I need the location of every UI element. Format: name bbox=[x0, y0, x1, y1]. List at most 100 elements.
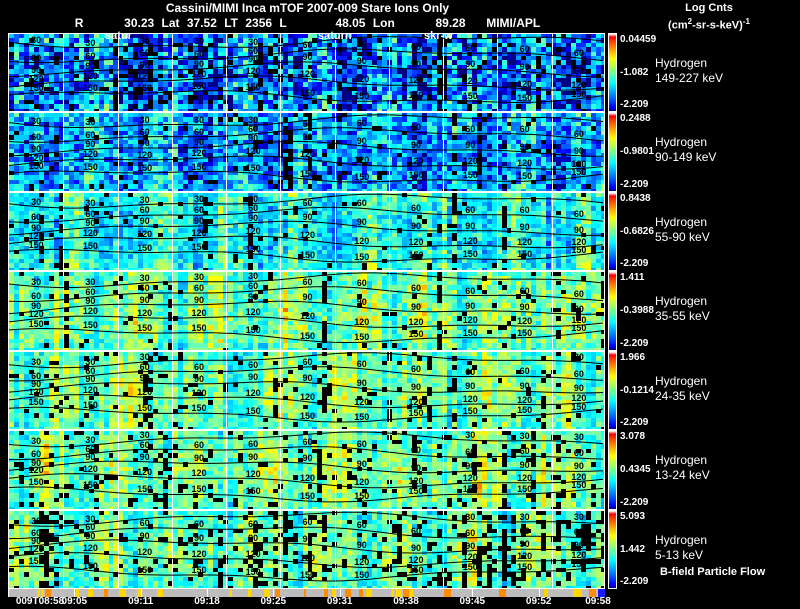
sweep-separator bbox=[443, 431, 444, 509]
pitch-angle-label-90: 90 bbox=[411, 59, 421, 69]
colorbar-gradient bbox=[609, 272, 616, 350]
pitch-angle-label-150: 150 bbox=[246, 325, 261, 335]
sweep-separator bbox=[389, 511, 390, 588]
pitch-angle-label-90: 90 bbox=[574, 383, 584, 393]
pitch-angle-label-150: 150 bbox=[571, 167, 586, 177]
sweep-separator bbox=[389, 113, 390, 191]
pitch-angle-label-60: 60 bbox=[520, 205, 530, 215]
colorbar-gradient bbox=[609, 193, 616, 270]
pitch-angle-label-120: 120 bbox=[571, 472, 586, 482]
activity-marker bbox=[544, 589, 548, 597]
pitch-angle-label-90: 90 bbox=[520, 381, 530, 391]
pitch-angle-label-90: 90 bbox=[411, 463, 421, 473]
pitch-angle-label-120: 120 bbox=[246, 226, 261, 236]
sweep-separator bbox=[552, 431, 553, 509]
annotation-saturn: saturn bbox=[318, 30, 352, 42]
sweep-separator bbox=[226, 193, 227, 270]
spectrogram-stack[interactable]: 30 30 30 30 30 60 60 60 60 60 60 60 60 60 60 60 90 90 90 90… bbox=[8, 33, 605, 589]
pitch-angle-label-90: 90 bbox=[357, 217, 367, 227]
sweep-separator bbox=[335, 34, 336, 111]
pitch-angle-label-120: 120 bbox=[83, 228, 98, 238]
spectrogram-panel-5[interactable]: 30 30 30 30 60 60 60 60 60 60 60 60 60 60 60 90 90 90 90 90… bbox=[8, 351, 605, 430]
colorbar-min-3: -2.209 bbox=[620, 258, 648, 269]
pitch-angle-label-60: 60 bbox=[194, 205, 204, 215]
pitch-angle-label-150: 150 bbox=[83, 561, 98, 571]
activity-marker bbox=[391, 589, 394, 597]
panel-energy-4: 35-55 keV bbox=[655, 309, 710, 324]
pitch-angle-label-60: 60 bbox=[302, 517, 312, 527]
pitch-angle-label-120: 120 bbox=[29, 309, 44, 319]
pitch-angle-label-30: 30 bbox=[31, 516, 41, 526]
pitch-angle-label-90: 90 bbox=[574, 225, 584, 235]
time-label-5: 09:31 bbox=[327, 596, 353, 607]
ephemeris-line: R 30.23 Lat 37.52 LT 2356 L 48.05 Lon 89… bbox=[0, 16, 615, 30]
pitch-angle-label-120: 120 bbox=[571, 159, 586, 169]
pitch-angle-label-60: 60 bbox=[248, 439, 258, 449]
pitch-angle-label-150: 150 bbox=[517, 484, 532, 494]
pitch-angle-label-60: 60 bbox=[194, 49, 204, 59]
colorbar-title: Log Cnts (cm2-sr-s-keV)-1 bbox=[618, 1, 800, 33]
pitch-angle-label-30: 30 bbox=[140, 431, 150, 440]
spectrogram-panel-1[interactable]: 30 30 30 30 30 60 60 60 60 60 60 60 60 60 60 60 90 90 90 90… bbox=[8, 33, 605, 112]
pitch-angle-label-90: 90 bbox=[357, 540, 367, 550]
pitch-angle-label-60: 60 bbox=[85, 366, 95, 376]
panel-label-4: Hydrogen 35-55 keV bbox=[655, 294, 710, 324]
colorbar-min-1: -2.209 bbox=[620, 99, 648, 110]
pitch-angle-label-150: 150 bbox=[408, 250, 423, 260]
activity-marker bbox=[41, 589, 44, 597]
pitch-angle-label-90: 90 bbox=[31, 223, 41, 233]
colorbar-min-6: -2.209 bbox=[620, 497, 648, 508]
spectrogram-panel-2[interactable]: 30 30 30 30 30 60 60 60 60 60 60 60 60 60 60 60 90 90 90 90… bbox=[8, 112, 605, 192]
spectrogram-panel-4[interactable]: 30 30 30 30 30 60 60 60 60 60 60 60 60 60 60 60 90 90 90 90… bbox=[8, 271, 605, 351]
pitch-angle-label-120: 120 bbox=[246, 388, 261, 398]
pitch-angle-label-150: 150 bbox=[571, 402, 586, 412]
sweep-separator bbox=[389, 431, 390, 509]
sweep-separator bbox=[226, 352, 227, 429]
pitch-angle-label-60: 60 bbox=[411, 364, 421, 374]
pitch-angle-label-90: 90 bbox=[194, 295, 204, 305]
pitch-angle-label-90: 90 bbox=[302, 212, 312, 222]
pitch-angle-label-120: 120 bbox=[191, 148, 206, 158]
spectrogram-panel-3[interactable]: 30 30 30 30 30 60 60 60 60 60 60 60 60 60 60 60 90 90 90 90… bbox=[8, 192, 605, 271]
pitch-angle-label-90: 90 bbox=[194, 216, 204, 226]
pitch-angle-label-90: 90 bbox=[302, 52, 312, 62]
pitch-angle-label-120: 120 bbox=[137, 229, 152, 239]
pitch-angle-label-120: 120 bbox=[517, 237, 532, 247]
sweep-separator bbox=[497, 113, 498, 191]
pitch-angle-label-30: 30 bbox=[248, 115, 258, 125]
pitch-angle-label-30: 30 bbox=[31, 277, 41, 287]
time-axis-bar[interactable] bbox=[8, 589, 605, 597]
colorbar-gradient bbox=[609, 511, 616, 588]
pitch-angle-label-150: 150 bbox=[300, 411, 315, 421]
pitch-angle-label-60: 60 bbox=[140, 205, 150, 215]
colorbar-min-2: -2.209 bbox=[620, 179, 648, 190]
time-label-0: 009T08:58 bbox=[16, 596, 64, 607]
colorbar-gradient bbox=[609, 113, 616, 191]
activity-marker bbox=[264, 589, 270, 597]
pitch-angle-label-120: 120 bbox=[408, 156, 423, 166]
time-tick bbox=[207, 589, 208, 597]
spectrogram-panel-6[interactable]: 30 30 30 30 30 30 60 60 60 60 60 60 60 60 60 60 60 90 90 90… bbox=[8, 430, 605, 510]
pitch-angle-label-90: 90 bbox=[465, 221, 475, 231]
activity-marker bbox=[403, 589, 409, 597]
sweep-separator bbox=[118, 34, 119, 111]
pitch-angle-label-60: 60 bbox=[302, 198, 312, 208]
ephemeris-lt-label: LT bbox=[222, 16, 240, 30]
pitch-angle-label-60: 60 bbox=[357, 439, 367, 449]
ephemeris-lon-value: 89.28 bbox=[434, 16, 468, 30]
pitch-angle-label-120: 120 bbox=[408, 476, 423, 486]
pitch-angle-label-60: 60 bbox=[31, 528, 41, 538]
pitch-angle-label-90: 90 bbox=[520, 460, 530, 470]
activity-marker bbox=[88, 589, 93, 597]
pitch-angle-label-120: 120 bbox=[137, 467, 152, 477]
spectrogram-panel-7[interactable]: 30 30 30 30 30 60 60 60 60 60 60 60 60 60 60 60 90 90 90 90… bbox=[8, 510, 605, 589]
pitch-angle-label-120: 120 bbox=[83, 543, 98, 553]
pitch-angle-label-150: 150 bbox=[246, 567, 261, 577]
pitch-angle-label-90: 90 bbox=[357, 56, 367, 66]
sweep-separator bbox=[226, 272, 227, 350]
time-label-3: 09:18 bbox=[194, 596, 220, 607]
pitch-angle-label-90: 90 bbox=[31, 144, 41, 154]
pitch-angle-label-90: 90 bbox=[574, 540, 584, 550]
pitch-angle-label-60: 60 bbox=[411, 445, 421, 455]
pitch-angle-label-90: 90 bbox=[31, 379, 41, 389]
